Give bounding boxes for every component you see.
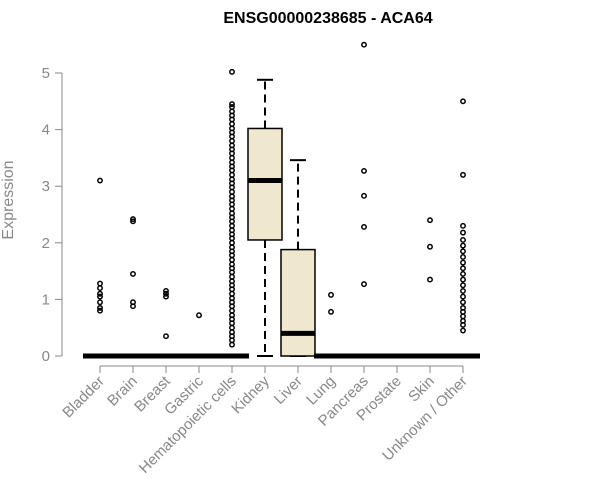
outlier-point bbox=[229, 261, 235, 268]
outlier-point bbox=[97, 293, 103, 300]
outlier-point bbox=[229, 210, 235, 217]
outlier-point bbox=[361, 41, 367, 48]
outlier-point bbox=[229, 159, 235, 166]
outlier-point bbox=[460, 259, 466, 266]
outlier-point bbox=[163, 290, 169, 297]
outlier-point bbox=[97, 177, 103, 184]
outlier-point bbox=[427, 243, 433, 250]
chart-title: ENSG00000238685 - ACA64 bbox=[223, 10, 432, 27]
outlier-point bbox=[460, 276, 466, 283]
outlier-point bbox=[229, 205, 235, 212]
outlier-point bbox=[328, 308, 334, 315]
outlier-point bbox=[229, 125, 235, 132]
outlier-point bbox=[163, 287, 169, 294]
outlier-point bbox=[460, 287, 466, 294]
outlier-point bbox=[427, 276, 433, 283]
outlier-point bbox=[229, 239, 235, 246]
outlier-point bbox=[229, 227, 235, 234]
outlier-point bbox=[460, 293, 466, 300]
outlier-point bbox=[229, 101, 235, 108]
outlier-point bbox=[163, 293, 169, 300]
outlier-point bbox=[229, 176, 235, 183]
outlier-point bbox=[328, 291, 334, 298]
outlier-point bbox=[229, 154, 235, 161]
outlier-point bbox=[229, 256, 235, 263]
outlier-point bbox=[130, 270, 136, 277]
outlier-point bbox=[229, 104, 235, 110]
outlier-point bbox=[361, 281, 367, 288]
y-tick-label: 5 bbox=[42, 65, 50, 82]
outlier-point bbox=[229, 68, 235, 75]
y-tick-label: 0 bbox=[42, 348, 50, 365]
x-tick-label: Kidney bbox=[228, 372, 273, 417]
outlier-point bbox=[229, 142, 235, 149]
y-tick-label: 1 bbox=[42, 291, 50, 308]
outlier-point bbox=[460, 265, 466, 272]
outlier-point bbox=[460, 270, 466, 277]
outlier-point bbox=[130, 218, 136, 225]
outlier-point bbox=[97, 304, 103, 311]
outlier-point bbox=[460, 282, 466, 289]
outlier-point bbox=[229, 278, 235, 285]
outlier-point bbox=[229, 329, 235, 336]
outlier-point bbox=[229, 244, 235, 251]
outlier-point bbox=[229, 290, 235, 297]
outlier-point bbox=[97, 290, 103, 297]
outlier-point bbox=[229, 137, 235, 144]
y-tick-label: 2 bbox=[42, 235, 50, 252]
outlier-point bbox=[460, 304, 466, 311]
outlier-point bbox=[229, 188, 235, 195]
outlier-point bbox=[229, 108, 235, 115]
outlier-point bbox=[460, 327, 466, 334]
outlier-point bbox=[460, 313, 466, 320]
outlier-point bbox=[196, 312, 202, 319]
outlier-point bbox=[361, 192, 367, 199]
outlier-point bbox=[460, 317, 466, 324]
outlier-point bbox=[97, 307, 103, 314]
x-tick-label: Liver bbox=[271, 373, 306, 408]
outlier-point bbox=[460, 299, 466, 306]
outlier-point bbox=[229, 171, 235, 178]
y-tick-label: 3 bbox=[42, 178, 50, 195]
outlier-point bbox=[460, 254, 466, 260]
outlier-point bbox=[97, 285, 103, 292]
outlier-point bbox=[97, 299, 103, 306]
outlier-point bbox=[130, 299, 136, 306]
outlier-point bbox=[229, 295, 235, 302]
boxes-group bbox=[83, 78, 480, 359]
outlier-point bbox=[229, 273, 235, 280]
outlier-point bbox=[361, 224, 367, 230]
outlier-point bbox=[460, 237, 466, 243]
box-kidney bbox=[247, 127, 283, 241]
outlier-point bbox=[97, 280, 103, 287]
outliers-group bbox=[97, 41, 466, 348]
outlier-point bbox=[163, 333, 169, 340]
y-axis-label: Expression bbox=[0, 160, 17, 239]
outlier-point bbox=[460, 222, 466, 229]
outlier-point bbox=[460, 98, 466, 105]
outlier-point bbox=[361, 167, 367, 174]
outlier-point bbox=[229, 341, 235, 348]
outlier-point bbox=[130, 216, 136, 222]
box-liver bbox=[280, 248, 316, 357]
outlier-point bbox=[229, 120, 235, 127]
outlier-point bbox=[229, 193, 235, 200]
outlier-point bbox=[229, 222, 235, 229]
outlier-point bbox=[460, 229, 466, 236]
outlier-point bbox=[229, 307, 235, 314]
y-axis: 0 1 2 3 4 5 bbox=[42, 65, 63, 365]
outlier-point bbox=[460, 242, 466, 249]
outlier-point bbox=[460, 248, 466, 255]
outlier-point bbox=[229, 324, 235, 331]
x-tick-label: Bladder bbox=[59, 373, 108, 422]
outlier-point bbox=[229, 312, 235, 319]
outlier-point bbox=[427, 217, 433, 224]
outlier-point bbox=[460, 171, 466, 178]
y-tick-label: 4 bbox=[42, 122, 50, 139]
